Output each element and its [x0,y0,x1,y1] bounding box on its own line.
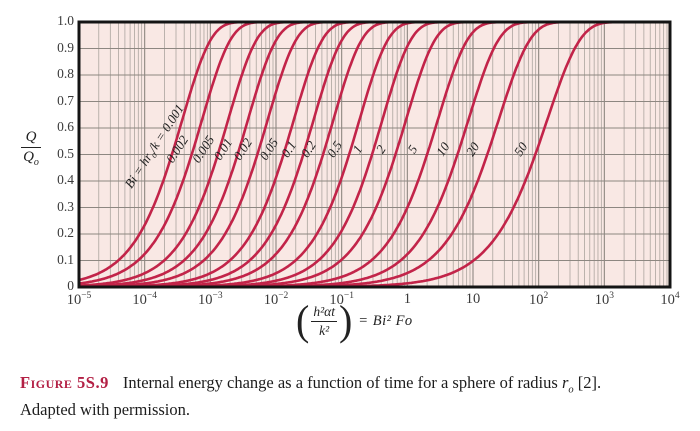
x-tick-label: 10−4 [132,291,157,308]
x-tick-label: 102 [529,291,549,308]
y-tick-label: 0.6 [57,119,74,134]
x-tick-label: 10−2 [263,291,289,308]
y-tick-label: 0.7 [57,92,74,108]
y-tick-label: 1.0 [57,13,74,28]
curve-bi-0.01 [79,22,670,287]
y-tick-label: 0.9 [57,39,74,55]
figure-caption-text: Internal energy change as a function of … [122,373,562,392]
y-tick-label: 0.8 [57,66,74,81]
curve-label-0.1: 0.1 [278,138,299,160]
y-tick-label: 0.2 [57,225,74,240]
close-paren: ) [338,296,353,345]
curve-bi-5 [79,22,670,287]
x-tick-label: 10−1 [329,291,354,308]
y-tick-label: 0.1 [57,251,74,267]
curve-bi-20 [79,22,670,287]
open-paren: ( [296,296,310,345]
equation-numerator: h²αt [311,304,337,322]
figure-caption-citation: [2]. [573,373,602,392]
curve-bi-10 [79,22,670,287]
figure-caption: Figure 5S.9 Internal energy change as a f… [20,371,680,421]
curve-bi-0.02 [79,22,670,287]
figure-caption-line2: Adapted with permission. [20,399,191,419]
figure-caption-label: Figure 5S.9 [20,373,109,392]
curve-bi-0.005 [79,22,670,287]
equation-denominator: k² [319,322,330,338]
curve-bi-0.05 [79,22,670,287]
y-axis-label-numerator: Q [20,129,42,148]
x-tick-label: 104 [660,291,680,308]
radius-subscript: o [568,384,574,396]
equation-fraction: h²αt k² [311,304,337,339]
radius-symbol: r [561,373,569,392]
plot-frame [77,20,672,289]
curve-bi-0.001 [79,22,670,282]
y-tick-label: 0 [67,278,74,293]
x-tick-label: 1 [403,291,411,307]
x-tick-label: 10−3 [198,291,223,308]
x-tick-label: 10−5 [66,291,92,308]
y-axis-label-fraction: Q Qo [16,129,46,168]
x-tick-label: 10 [465,291,481,307]
y-tick-label: 0.4 [57,172,74,187]
y-tick-label: 0.3 [57,198,74,214]
x-axis-equation: ( h²αt k² ) = Bi² Fo [296,296,413,345]
y-tick-label: 0.5 [57,145,74,161]
x-tick-label: 103 [594,291,614,308]
curve-bi-0.002 [79,22,670,285]
equation-rhs: = Bi² Fo [358,312,413,329]
y-axis-label-denominator: Qo [23,149,39,168]
